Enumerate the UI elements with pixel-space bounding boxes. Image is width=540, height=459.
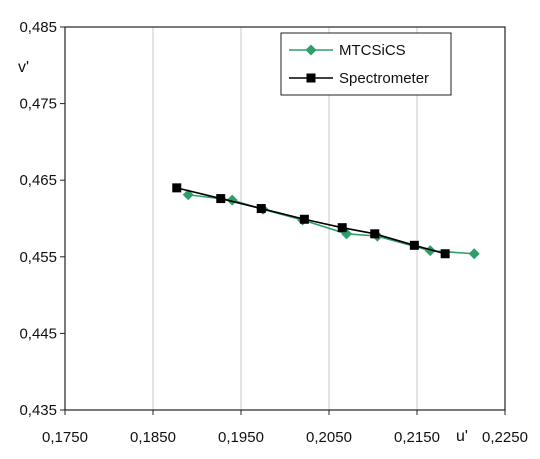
legend-item: MTCSiCS — [289, 42, 406, 59]
data-point — [256, 204, 266, 214]
data-point — [440, 249, 450, 259]
legend-marker — [306, 73, 316, 83]
legend-marker — [305, 44, 317, 56]
data-point — [299, 214, 309, 224]
x-tick-label: 0,1950 — [218, 429, 264, 446]
y-tick-label: 0,455 — [19, 249, 57, 266]
x-axis-title: u' — [456, 428, 468, 445]
data-point — [216, 194, 226, 204]
data-point — [172, 183, 182, 193]
series-2 — [172, 183, 450, 259]
y-tick-label: 0,435 — [19, 402, 57, 419]
data-point — [424, 245, 436, 257]
x-tick-label: 0,2050 — [306, 429, 352, 446]
y-tick-label: 0,445 — [19, 325, 57, 342]
y-axis-title: v' — [18, 59, 29, 76]
series-line — [176, 187, 446, 255]
plot-area — [64, 26, 506, 411]
y-tick-label: 0,485 — [19, 19, 57, 36]
data-point — [337, 223, 347, 233]
legend-box — [280, 32, 452, 96]
y-tick-label: 0,475 — [19, 96, 57, 113]
x-tick-label: 0,1750 — [42, 429, 88, 446]
y-tick-label: 0,465 — [19, 172, 57, 189]
x-tick-label: 0,2250 — [482, 429, 528, 446]
series-layer — [172, 183, 480, 260]
x-tick-label: 0,2150 — [394, 429, 440, 446]
y-axis-ticks: 0,485 0,475 0,465 0,455 0,445 0,435 — [19, 19, 65, 419]
x-tick-label: 0,1850 — [130, 429, 176, 446]
legend-label: Spectrometer — [339, 70, 429, 87]
legend-label: MTCSiCS — [339, 42, 406, 59]
data-point — [468, 248, 480, 260]
data-point — [409, 240, 419, 250]
legend: MTCSiCS Spectrometer — [280, 32, 452, 96]
series-line — [188, 193, 475, 255]
data-point — [370, 229, 380, 239]
legend-item: Spectrometer — [289, 70, 429, 87]
x-axis-ticks: 0,1750 0,1850 0,1950 0,2050 0,2150 0,2250 — [42, 410, 528, 446]
